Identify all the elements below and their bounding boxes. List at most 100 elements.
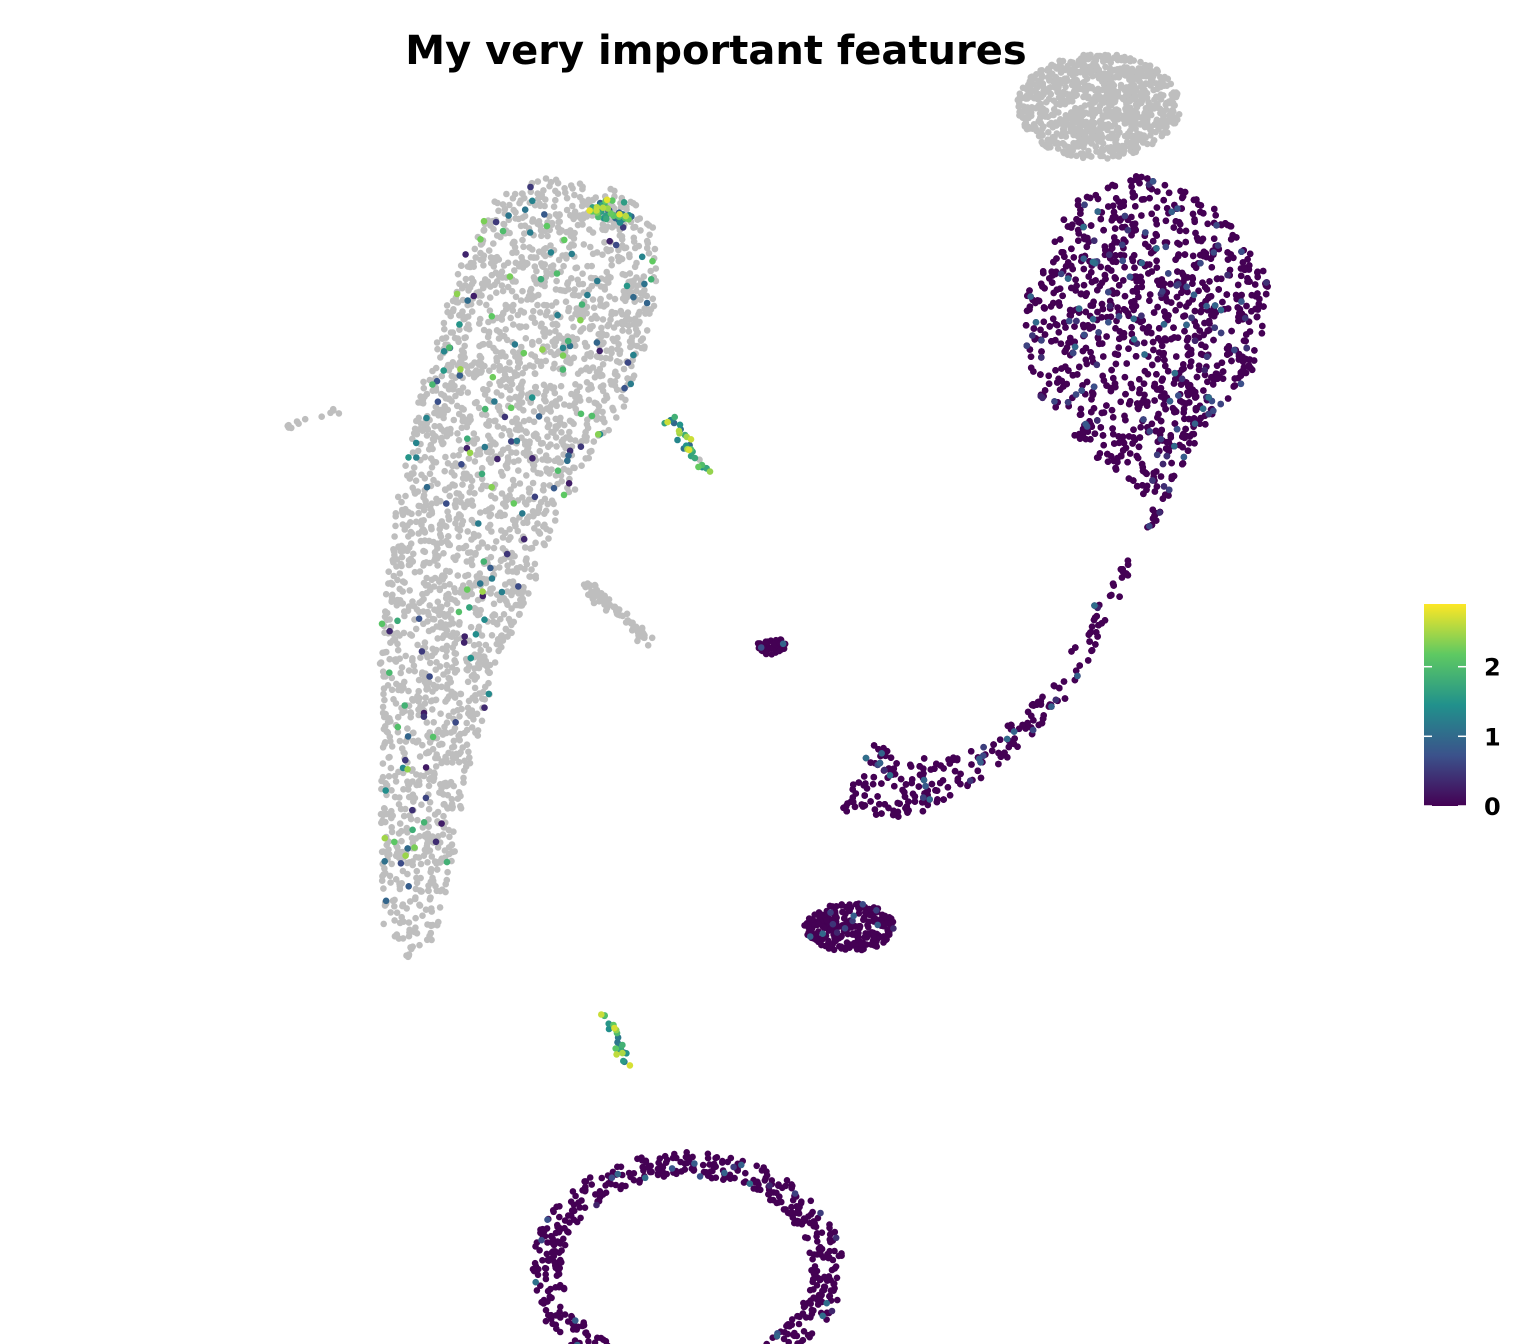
cell-point-na xyxy=(432,696,440,704)
cell-point-na xyxy=(605,273,612,280)
cell-point-na xyxy=(432,763,440,770)
cell-point-na xyxy=(1126,97,1134,105)
cell-point-na xyxy=(544,433,551,441)
cell-point-na xyxy=(521,441,529,448)
cell-point-na xyxy=(420,562,427,569)
cell-point-na xyxy=(568,241,575,248)
cell-point-na xyxy=(1055,94,1063,101)
cell-point-na xyxy=(571,342,579,350)
cell-point-na xyxy=(595,330,602,338)
cell-point-na xyxy=(415,399,422,406)
cell-point-na xyxy=(429,745,437,753)
cell-point-na xyxy=(386,872,394,880)
cell-point-na xyxy=(558,429,565,436)
cell-point-na xyxy=(460,774,467,782)
cell-point-na xyxy=(444,460,452,467)
cell-point-na xyxy=(481,696,489,703)
cell-point-na xyxy=(540,250,547,258)
cell-point-na xyxy=(1087,152,1094,160)
cell-point-na xyxy=(593,315,601,322)
cell-point-na xyxy=(486,340,493,347)
cell-point-na xyxy=(1057,116,1064,123)
cell-point-na xyxy=(1028,112,1035,120)
cell-point-na xyxy=(429,445,436,453)
cell-point-na xyxy=(510,482,518,489)
cell-point-na xyxy=(605,279,612,286)
cell-point-na xyxy=(422,694,429,701)
cell-point-na xyxy=(484,386,491,394)
cell-point-na xyxy=(1135,65,1142,72)
cell-point-na xyxy=(632,623,640,631)
cell-point-na xyxy=(550,400,557,407)
cell-point-na xyxy=(463,719,471,727)
cell-point-na xyxy=(450,690,458,698)
cell-point-na xyxy=(465,455,473,462)
cell-point-na xyxy=(514,420,521,428)
cell-point-na xyxy=(439,731,447,738)
cell-point-na xyxy=(517,222,525,230)
cell-point-na xyxy=(512,449,520,457)
cell-point-na xyxy=(1062,133,1070,140)
cell-point-na xyxy=(613,414,620,421)
cell-point-na xyxy=(539,486,547,494)
cell-point-na xyxy=(441,582,448,590)
cell-point-na xyxy=(518,385,525,392)
cell-point-na xyxy=(520,243,527,251)
cell-point-na xyxy=(1016,94,1023,101)
cell-point-na xyxy=(396,570,404,577)
cell-point-na xyxy=(506,366,514,374)
cell-point-na xyxy=(505,536,512,543)
cell-point-na xyxy=(607,316,614,324)
cell-point-na xyxy=(454,299,462,306)
cell-point-na xyxy=(395,543,402,550)
cell-point-na xyxy=(556,211,563,219)
cell-point-na xyxy=(437,710,444,717)
cell-point-na xyxy=(409,778,416,785)
cell-point-na xyxy=(1146,104,1154,111)
cell-point xyxy=(762,650,770,658)
cell-point-na xyxy=(413,879,421,887)
cell-point-na xyxy=(625,322,632,330)
cell-point-na xyxy=(612,605,620,612)
cell-point-na xyxy=(421,700,429,707)
cell-point-na xyxy=(429,879,437,887)
cell-point-na xyxy=(504,454,512,461)
cell-point-na xyxy=(399,588,407,595)
cell-point-na xyxy=(1040,91,1047,98)
cell-point-na xyxy=(379,811,387,819)
cell-point-na xyxy=(464,498,472,505)
cell-point-na xyxy=(482,411,490,419)
cell-point-na xyxy=(485,456,493,463)
cell-point-na xyxy=(644,239,652,247)
cell-point-na xyxy=(450,737,458,745)
cell-point-na xyxy=(1057,69,1065,76)
cell-point-na xyxy=(443,600,451,608)
cell-point-na xyxy=(478,367,485,375)
cell-point-na xyxy=(495,647,502,655)
cell-point-na xyxy=(402,462,409,470)
cell-point-na xyxy=(1109,152,1117,160)
cell-point-na xyxy=(498,332,506,340)
cell-point-na xyxy=(1074,133,1082,140)
cell-point-na xyxy=(486,307,494,315)
cell-point-na xyxy=(508,591,515,599)
cell-point-na xyxy=(379,848,387,855)
cell-point-na xyxy=(534,520,541,527)
cell-point-na xyxy=(478,539,486,546)
cell-point-na xyxy=(381,713,388,721)
cell-point-na xyxy=(415,711,423,719)
cell-point-na xyxy=(335,410,343,417)
cell-point-na xyxy=(509,516,517,524)
cell-point-na xyxy=(454,572,462,579)
cell-point-na xyxy=(557,286,564,294)
cell-point-na xyxy=(506,359,513,366)
cell-point-na xyxy=(440,414,447,422)
cell-point-na xyxy=(493,327,501,334)
cell-point-na xyxy=(1069,59,1076,66)
cell-point-na xyxy=(459,384,467,392)
cell-point-na xyxy=(559,252,566,259)
cell-point-na xyxy=(627,278,634,285)
cell-point-na xyxy=(515,467,522,474)
cell-point-na xyxy=(452,503,459,511)
cell-point-na xyxy=(1079,55,1087,62)
